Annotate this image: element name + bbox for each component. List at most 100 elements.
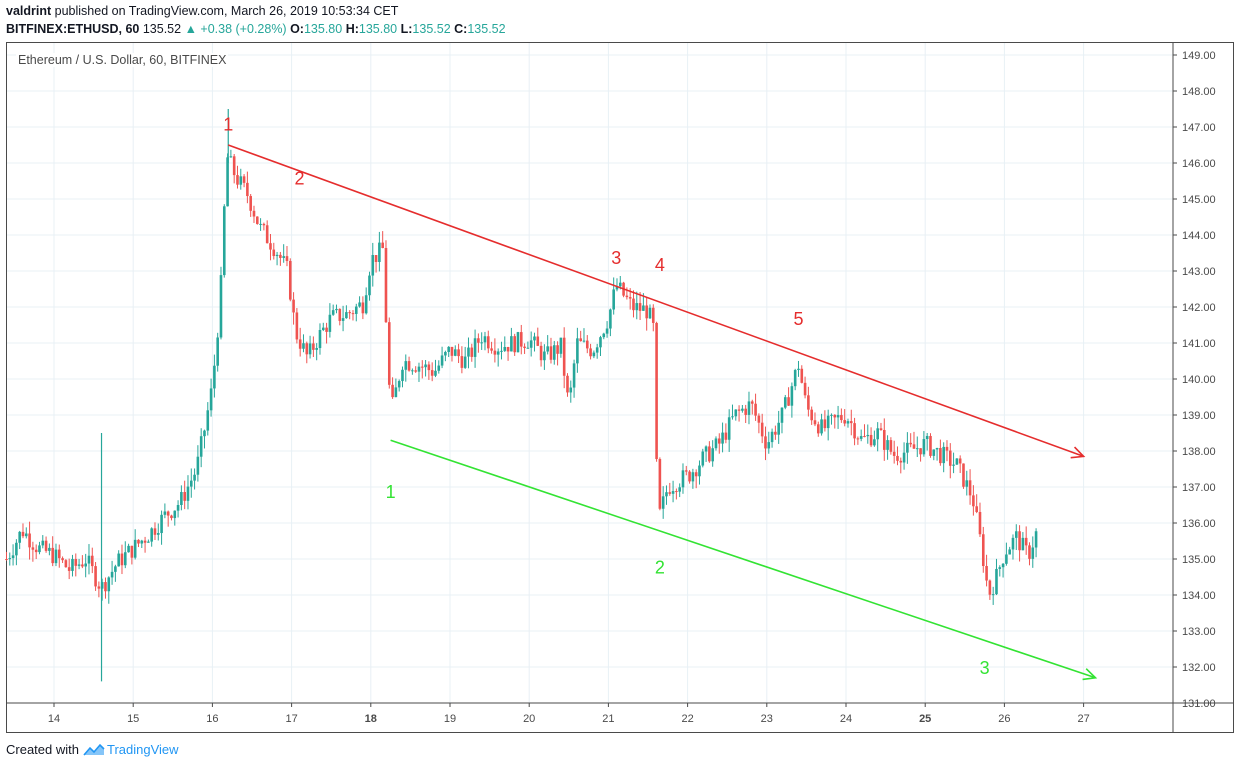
candle-body bbox=[711, 448, 714, 462]
series-legend: Ethereum / U.S. Dollar, 60, BITFINEX bbox=[16, 53, 229, 67]
candle-body bbox=[975, 506, 978, 512]
candle-body bbox=[585, 340, 589, 349]
candle-body bbox=[1008, 549, 1011, 555]
candle-body bbox=[480, 342, 483, 344]
candle-body bbox=[826, 415, 830, 429]
candle-body bbox=[5, 559, 8, 560]
close-value: 135.52 bbox=[467, 22, 506, 36]
candle-body bbox=[331, 310, 335, 315]
y-tick-label: 131.00 bbox=[1182, 698, 1216, 710]
candle-body bbox=[764, 436, 767, 449]
candle-body bbox=[998, 567, 1002, 569]
candle-body bbox=[734, 409, 738, 417]
candle-body bbox=[166, 511, 170, 516]
y-tick-label: 135.00 bbox=[1182, 554, 1216, 566]
candle-body bbox=[463, 356, 467, 368]
candle-body bbox=[810, 409, 813, 421]
candle-body bbox=[196, 456, 200, 475]
candle-body bbox=[457, 349, 460, 357]
candle-body bbox=[981, 534, 985, 566]
high-value: 135.80 bbox=[358, 22, 398, 36]
resistance-touch-label: 4 bbox=[655, 255, 665, 275]
candle-body bbox=[912, 444, 916, 449]
symbol-line: BITFINEX:ETHUSD, 60 135.52 ▲ +0.38 (+0.2… bbox=[6, 22, 506, 36]
candle-body bbox=[444, 351, 447, 356]
candle-body bbox=[797, 368, 800, 371]
candle-body bbox=[150, 528, 153, 542]
tradingview-brand[interactable]: TradingView bbox=[83, 742, 179, 757]
symbol-name[interactable]: BITFINEX:ETHUSD, 60 bbox=[6, 22, 140, 36]
candle-body bbox=[265, 225, 269, 244]
candle-body bbox=[948, 450, 952, 466]
candle-body bbox=[252, 210, 256, 217]
candle-body bbox=[21, 531, 25, 537]
candle-body bbox=[292, 299, 295, 313]
candle-body bbox=[206, 410, 210, 431]
support-touch-label: 1 bbox=[386, 482, 396, 502]
candle-body bbox=[279, 254, 282, 258]
candle-body bbox=[239, 176, 243, 185]
candle-body bbox=[800, 368, 804, 383]
candle-body bbox=[407, 361, 411, 371]
candle-body bbox=[163, 511, 167, 515]
candle-body bbox=[312, 343, 315, 350]
candle-body bbox=[698, 465, 701, 477]
support-trendline[interactable] bbox=[390, 439, 1096, 679]
candle-body bbox=[533, 336, 536, 341]
author-name[interactable]: valdrint bbox=[6, 4, 52, 18]
high-label: H: bbox=[345, 22, 359, 36]
candle-body bbox=[582, 340, 586, 342]
candle-body bbox=[952, 464, 955, 466]
candle-body bbox=[609, 309, 612, 329]
candle-body bbox=[397, 381, 401, 388]
candle-body bbox=[671, 491, 675, 494]
candle-body bbox=[209, 388, 213, 411]
resistance-trendline[interactable] bbox=[227, 144, 1084, 458]
candle-body bbox=[232, 156, 236, 176]
candle-body bbox=[513, 336, 516, 353]
candle-body bbox=[714, 438, 718, 449]
candle-body bbox=[915, 448, 919, 450]
candle-body bbox=[308, 343, 312, 355]
candle-body bbox=[820, 419, 823, 434]
candle-body bbox=[404, 361, 408, 370]
candle-body bbox=[922, 439, 926, 455]
candle-body bbox=[869, 434, 873, 446]
candle-body bbox=[335, 308, 338, 311]
candle-body bbox=[384, 248, 388, 323]
candle-body bbox=[358, 302, 361, 307]
candle-body bbox=[632, 298, 635, 311]
candle-body bbox=[137, 539, 140, 544]
candle-body bbox=[747, 401, 751, 415]
candle-body bbox=[170, 515, 173, 519]
y-tick-label: 145.00 bbox=[1182, 194, 1216, 206]
candle-body bbox=[460, 356, 464, 368]
candle-body bbox=[876, 428, 879, 440]
candle-body bbox=[549, 346, 553, 360]
candle-body bbox=[1021, 537, 1025, 551]
candle-body bbox=[437, 365, 441, 371]
x-tick-label: 21 bbox=[602, 713, 614, 725]
candle-body bbox=[31, 547, 35, 550]
candle-body bbox=[546, 346, 549, 352]
x-tick-label: 25 bbox=[919, 713, 931, 725]
candle-body bbox=[94, 566, 97, 587]
candle-body bbox=[935, 448, 939, 450]
candle-body bbox=[932, 449, 936, 456]
candle-body bbox=[420, 366, 424, 368]
candle-body bbox=[391, 384, 394, 398]
candle-body bbox=[724, 432, 728, 440]
candle-body bbox=[882, 429, 886, 450]
candle-body bbox=[236, 175, 239, 185]
candle-body bbox=[539, 345, 543, 361]
candle-body bbox=[417, 366, 421, 372]
candle-body bbox=[87, 555, 91, 564]
candle-body bbox=[275, 254, 279, 257]
candle-body bbox=[18, 531, 21, 543]
y-tick-label: 144.00 bbox=[1182, 230, 1216, 242]
candle-body bbox=[813, 420, 817, 425]
candle-body bbox=[576, 338, 579, 364]
x-tick-label: 15 bbox=[127, 713, 139, 725]
candle-body bbox=[8, 558, 12, 560]
